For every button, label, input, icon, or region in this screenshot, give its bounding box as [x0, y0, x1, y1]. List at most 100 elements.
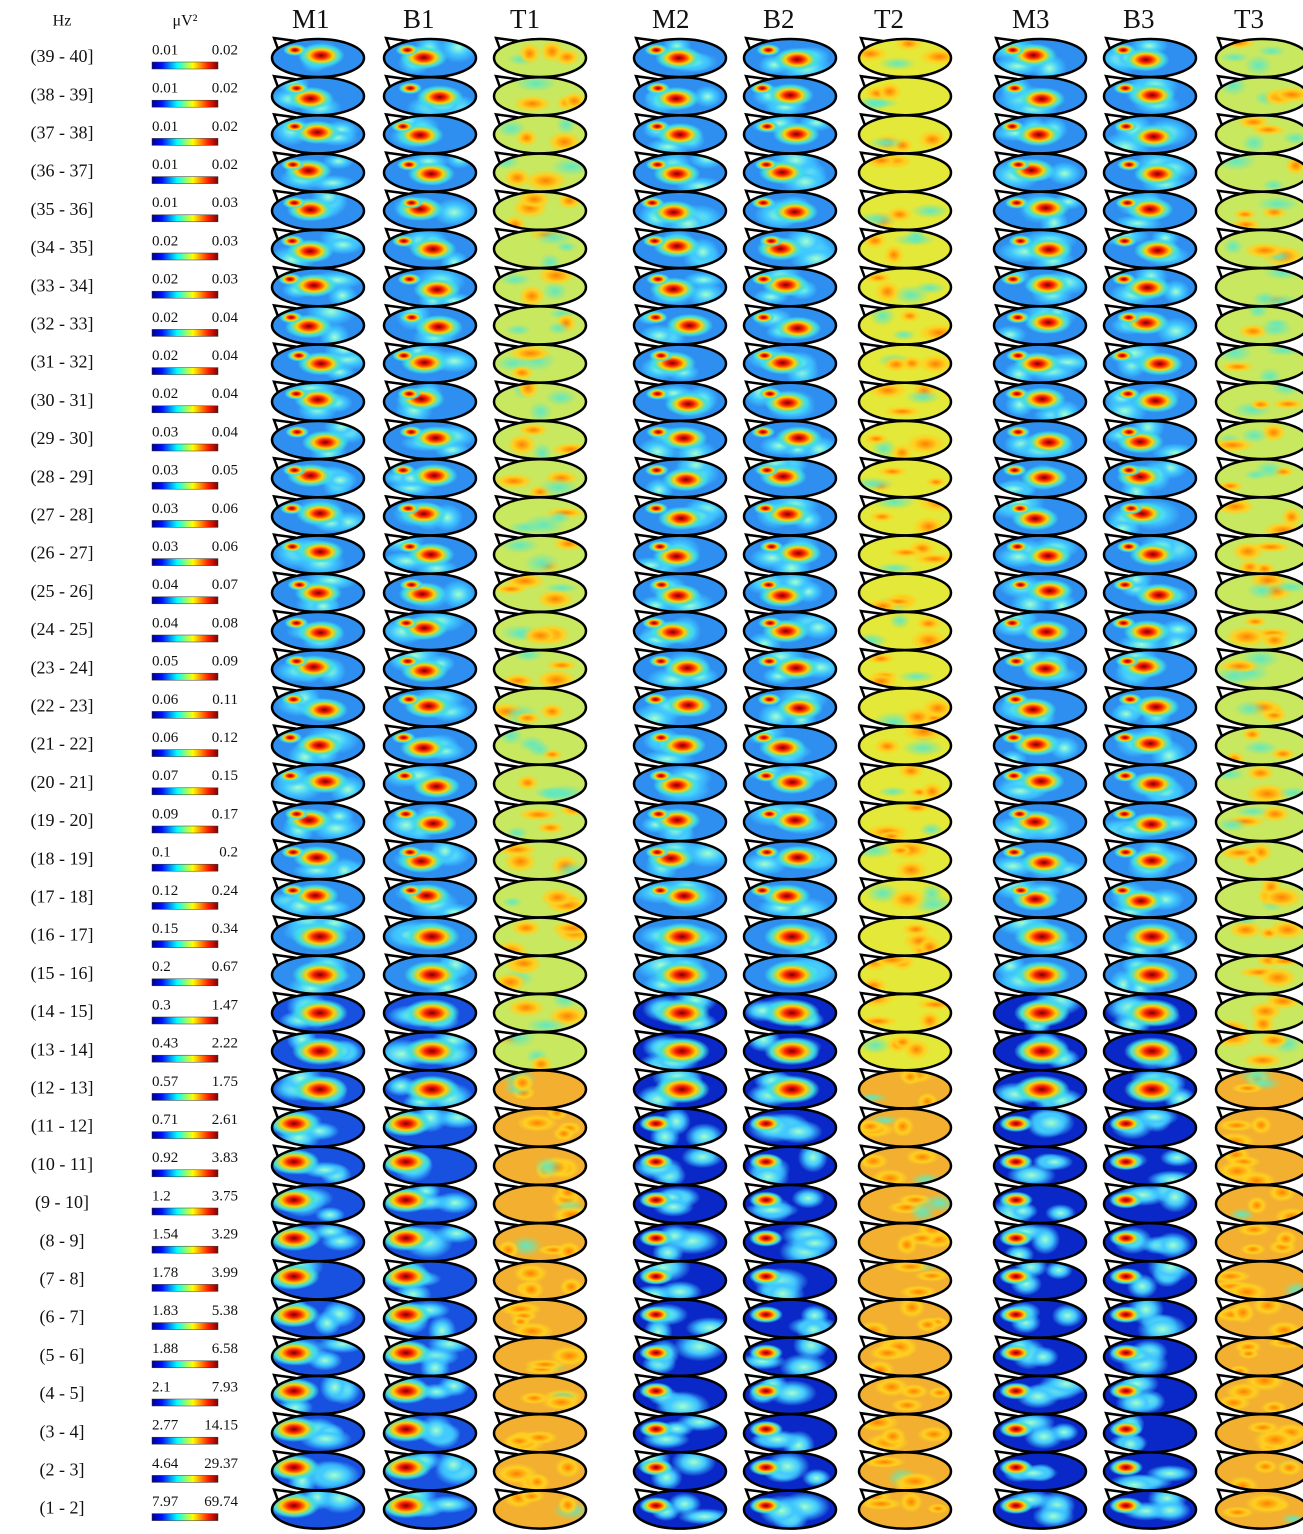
nose	[634, 838, 659, 852]
topomap-spot	[639, 1382, 673, 1400]
topomap	[494, 191, 586, 230]
nose	[1104, 1297, 1129, 1311]
topomap	[384, 1337, 476, 1376]
topomap-blob	[859, 476, 895, 491]
nose	[494, 112, 519, 126]
band-label: (14 - 15]	[31, 1001, 94, 1022]
topomap-blob	[888, 547, 924, 558]
topomap-spot	[649, 769, 674, 782]
topomap	[272, 1185, 364, 1223]
topomap-spot	[758, 617, 783, 629]
nose	[494, 1144, 519, 1158]
nose	[744, 227, 769, 241]
topomap	[994, 879, 1086, 918]
topomap	[634, 1070, 726, 1109]
topomap-blob	[518, 808, 559, 821]
topomap	[384, 841, 476, 880]
topomap	[994, 955, 1086, 994]
scale-max: 5.38	[212, 1303, 238, 1319]
scale-min: 1.2	[152, 1188, 171, 1204]
nose	[384, 609, 409, 623]
topomap-spot	[281, 693, 306, 706]
head-outline	[632, 1489, 728, 1530]
nose	[634, 1335, 659, 1349]
topomap-spot	[1008, 502, 1033, 515]
nose	[1216, 724, 1241, 738]
nose	[1216, 1106, 1241, 1120]
nose	[744, 36, 769, 50]
scale-min: 0.01	[152, 157, 178, 173]
scale-min: 2.77	[152, 1418, 179, 1434]
topomap-blob	[883, 244, 905, 266]
topomap	[1104, 1032, 1196, 1071]
scale-min: 0.3	[152, 997, 171, 1013]
band-label: (15 - 16]	[31, 963, 94, 984]
nose	[494, 418, 519, 432]
topomap	[272, 879, 364, 918]
colorbar	[151, 825, 219, 834]
topomap-spot	[300, 698, 349, 722]
nose	[1104, 953, 1129, 967]
topomap-blob	[314, 1206, 346, 1223]
nose	[744, 1029, 769, 1043]
nose	[994, 303, 1019, 317]
topomap-blob	[1277, 1459, 1303, 1476]
topomap-spot	[757, 655, 782, 668]
topomap-spot	[1124, 922, 1180, 951]
topomap	[272, 726, 364, 765]
nose	[1216, 342, 1241, 356]
topomap-spot	[1025, 430, 1073, 455]
nose	[994, 1373, 1019, 1387]
topomap-spot	[654, 960, 710, 989]
topomap	[744, 1108, 836, 1147]
topomap	[634, 497, 726, 536]
topomap	[1104, 688, 1196, 727]
nose	[744, 1106, 769, 1120]
topomap-spot	[774, 541, 822, 566]
nose	[1104, 227, 1129, 241]
topomap	[494, 879, 586, 918]
topomap-blob	[526, 1473, 549, 1491]
nose	[272, 1144, 297, 1158]
nose	[494, 1411, 519, 1425]
nose	[859, 1029, 884, 1043]
topomap	[272, 39, 364, 77]
colorbar	[151, 596, 219, 605]
topomap-blob	[905, 433, 946, 455]
topomap-spot	[284, 808, 309, 820]
topomap-spot	[296, 501, 344, 526]
topomap	[1104, 994, 1196, 1032]
nose	[272, 953, 297, 967]
nose	[994, 876, 1019, 890]
topomap	[384, 764, 476, 803]
topomap-spot	[1000, 120, 1025, 133]
topomap	[744, 1185, 836, 1223]
topomap	[994, 803, 1086, 841]
topomap	[1104, 1490, 1196, 1529]
scale-min: 0.03	[152, 424, 178, 440]
band-label: (31 - 32]	[31, 352, 94, 373]
topomap-blob	[891, 1261, 930, 1273]
topomap-spot	[639, 1420, 673, 1438]
scale-min: 0.02	[152, 233, 178, 249]
topomap	[859, 459, 951, 498]
nose	[634, 1144, 659, 1158]
topomap-spot	[1000, 44, 1025, 56]
topomap	[859, 1337, 951, 1376]
topomap-blob	[878, 786, 908, 797]
nose	[634, 380, 659, 394]
nose	[1104, 876, 1129, 890]
colorbar	[151, 1169, 219, 1178]
topomap-spot	[749, 1497, 783, 1515]
topomap-blob	[440, 579, 476, 610]
topomap-blob	[539, 703, 565, 720]
topomap-spot	[297, 43, 345, 68]
nose	[384, 265, 409, 279]
nose	[859, 838, 884, 852]
topomap-blob	[1149, 1499, 1192, 1522]
topomap-blob	[1261, 1401, 1288, 1414]
topomap	[494, 1299, 586, 1338]
band-label: (9 - 10]	[35, 1192, 89, 1213]
topomap-blob	[513, 95, 552, 112]
nose	[994, 112, 1019, 126]
